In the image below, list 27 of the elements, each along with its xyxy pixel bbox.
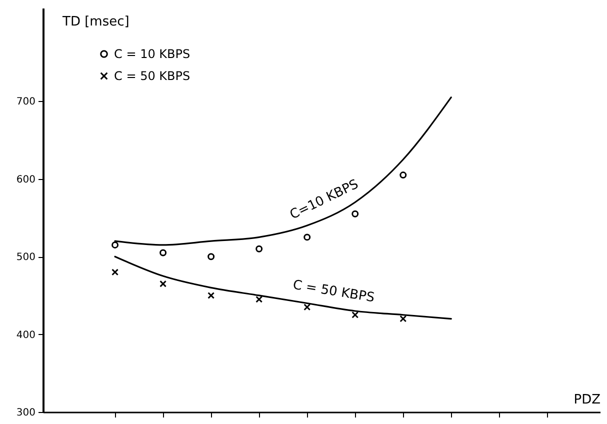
point bbox=[304, 234, 311, 241]
y-tick-label: 300 bbox=[16, 408, 36, 418]
line-series bbox=[114, 96, 452, 246]
line-series bbox=[114, 256, 452, 320]
point bbox=[352, 311, 359, 318]
legend-label: C = 10 KBPS bbox=[114, 47, 190, 61]
text: C = 50 KBPS bbox=[292, 278, 376, 306]
point bbox=[352, 210, 359, 218]
y-tick-label: 400 bbox=[16, 330, 36, 341]
x-axis-title: PDZ bbox=[574, 392, 601, 408]
point bbox=[160, 249, 167, 256]
point bbox=[160, 280, 167, 288]
point bbox=[112, 268, 119, 276]
point bbox=[400, 172, 407, 179]
y-tick-label: 700 bbox=[16, 96, 36, 108]
text: C=10 KBPS bbox=[288, 176, 361, 223]
point bbox=[256, 245, 263, 252]
legend-label: C = 50 KBPS bbox=[114, 69, 190, 83]
y-tick-label: 500 bbox=[16, 252, 36, 264]
y-axis-title: TD [msec] bbox=[62, 14, 130, 30]
point bbox=[256, 296, 263, 303]
y-tick-label: 600 bbox=[16, 174, 36, 186]
point bbox=[400, 315, 407, 322]
point bbox=[208, 253, 215, 260]
point bbox=[304, 304, 311, 311]
point bbox=[112, 241, 119, 248]
point bbox=[208, 292, 215, 299]
